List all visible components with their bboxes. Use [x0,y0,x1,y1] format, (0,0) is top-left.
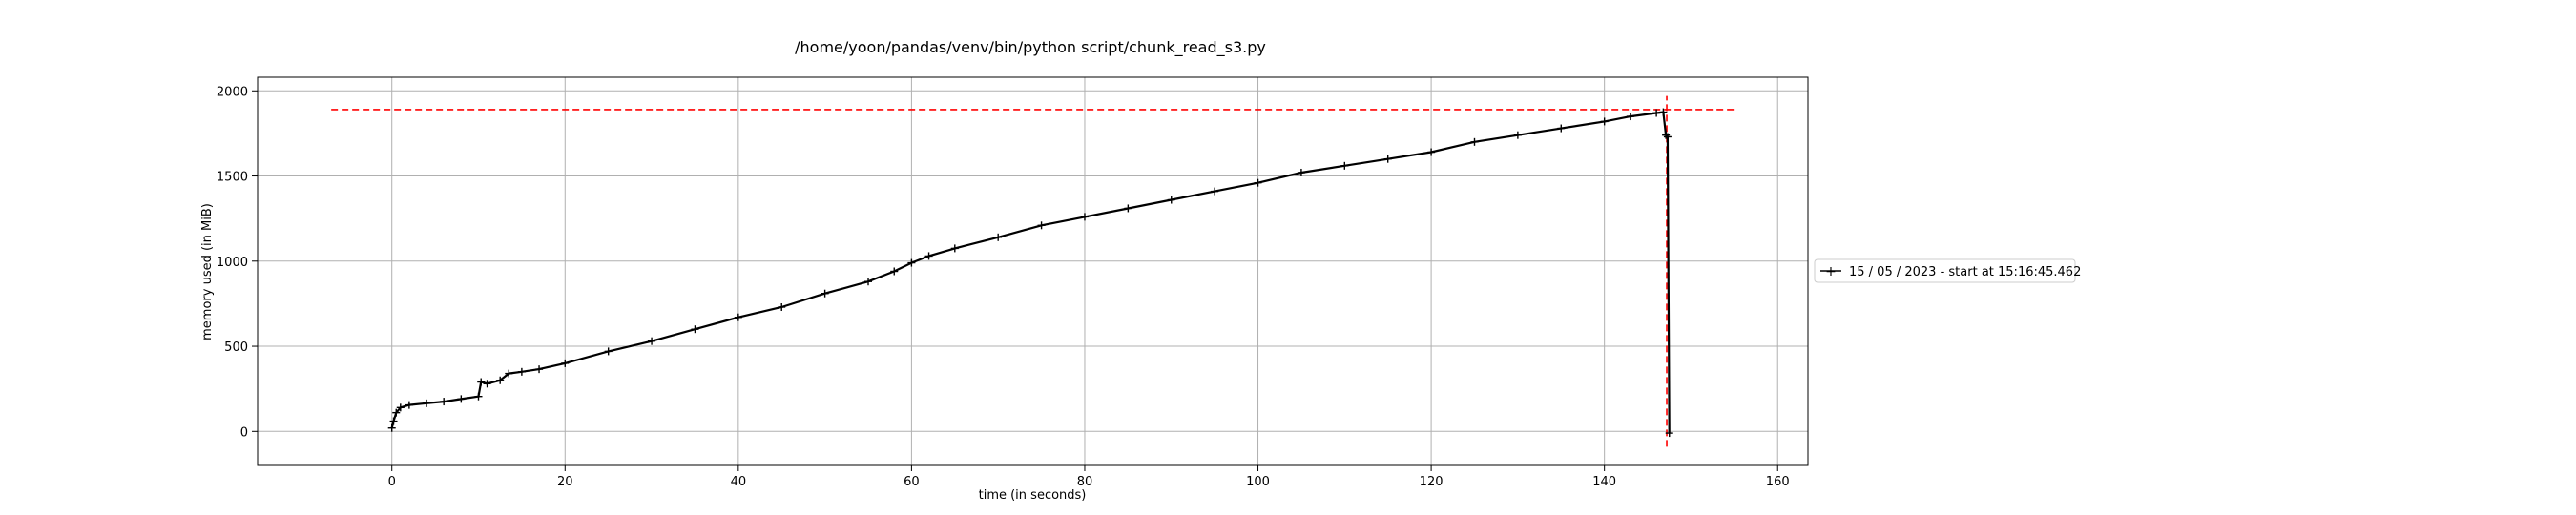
x-tick-label: 20 [557,475,573,489]
plot-area-frame [257,76,1809,466]
data-point-marker [648,337,656,345]
data-point-marker [604,347,613,356]
grid-lines [258,77,1808,465]
reference-lines [331,95,1735,447]
data-point-marker [389,417,398,425]
data-point-marker [474,392,483,401]
y-axis-label: memory used (in MiB) [200,203,215,340]
data-point-marker [1427,148,1436,156]
x-axis-label: time (in seconds) [979,488,1087,503]
data-point-marker [907,258,916,267]
legend-box [1814,258,2076,283]
data-point-marker [1167,196,1175,204]
data-point-marker [1557,124,1566,133]
data-point-marker [1254,178,1262,187]
x-tick-label: 160 [1766,475,1790,489]
data-point-marker [1665,429,1673,438]
data-point-marker [778,302,786,311]
data-point-marker [517,367,526,376]
data-point-marker [440,398,448,406]
data-point-marker [1383,154,1392,163]
data-point-marker [477,378,486,386]
legend-entry-label: 15 / 05 / 2023 - start at 15:16:45.462 [1849,265,2081,279]
data-point-marker [691,325,699,334]
data-point-marker [387,423,396,432]
data-point-marker [1662,131,1671,139]
y-tick-label: 1000 [217,256,248,270]
data-point-marker [1652,109,1661,117]
data-point-marker [1663,133,1672,141]
data-point-marker [535,365,544,374]
data-point-marker [994,233,1003,241]
data-point-marker [924,252,933,260]
data-point-marker [1600,117,1609,126]
data-point-marker [1470,137,1479,146]
data-point-marker [1297,168,1305,176]
data-point-marker [483,380,491,388]
data-point-marker [457,395,466,403]
x-tick-label: 140 [1592,475,1616,489]
y-tick-label: 0 [240,425,248,440]
data-point-marker [1513,131,1522,139]
data-point-marker [950,244,959,253]
data-point-marker [821,289,829,298]
data-point-marker [423,399,431,407]
data-point-marker [1626,113,1634,121]
data-point-marker [396,403,405,412]
data-point-marker [864,278,873,286]
series-layer [387,108,1673,438]
data-point-marker [890,267,899,276]
data-point-marker [734,313,742,321]
chart-title: /home/yoon/pandas/venv/bin/python script… [795,38,1266,57]
data-point-marker [405,401,413,409]
data-point-marker [1080,213,1089,221]
y-tick-label: 1500 [217,171,248,185]
legend: + 15 / 05 / 2023 - start at 15:16:45.462 [1814,258,2081,283]
y-tick-label: 2000 [217,85,248,99]
data-point-marker [561,359,570,367]
x-tick-label: 0 [388,475,396,489]
data-point-marker [1124,204,1132,213]
x-tick-label: 100 [1246,475,1270,489]
data-point-marker [1659,108,1668,116]
data-point-marker [496,376,505,384]
data-point-marker [1037,221,1046,230]
legend-marker-swatch: + [1825,264,1837,279]
data-point-marker [505,369,513,378]
data-point-marker [1340,161,1349,170]
x-tick-label: 120 [1420,475,1444,489]
y-tick-label: 500 [224,340,248,355]
x-tick-label: 60 [904,475,920,489]
x-tick-label: 80 [1077,475,1093,489]
axis-ticks: 0 20 40 60 80 100 120 140 160 0 500 1000 1500 2000 [217,85,1790,489]
x-tick-label: 40 [731,475,747,489]
data-point-marker [392,408,401,417]
data-point-marker [1211,187,1219,196]
